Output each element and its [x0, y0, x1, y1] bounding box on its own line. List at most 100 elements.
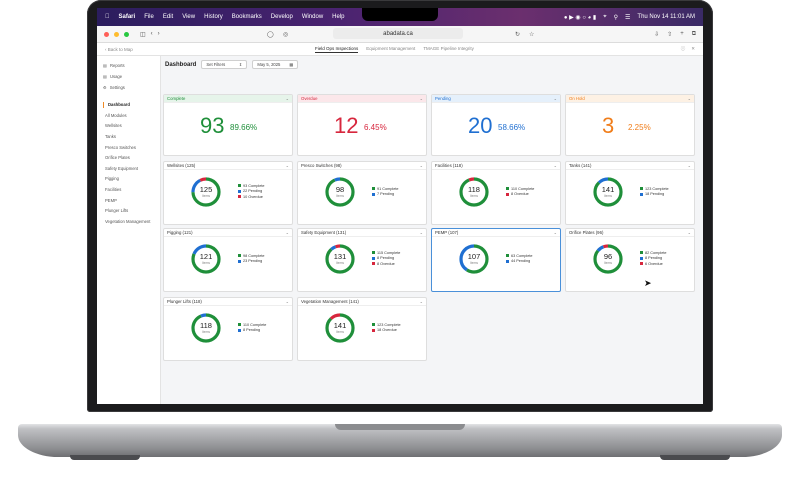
forward-arrow-icon[interactable]: ›: [157, 31, 160, 37]
menubar-bookmarks[interactable]: Bookmarks: [227, 14, 262, 20]
module-card-title: Tanks (141): [569, 163, 592, 168]
minimize-window-button[interactable]: [114, 31, 119, 37]
chevron-down-icon[interactable]: ⌄: [553, 230, 557, 235]
status-icon-group[interactable]: ● ▶ ◉ ○ ◕ ▮: [563, 14, 597, 21]
reload-icon[interactable]: ↻: [515, 31, 521, 38]
legend-item: 8 Overdue: [506, 192, 534, 198]
module-card[interactable]: Presco Switches (98) ⌄ 98 Items 91 Complete 7…: [297, 161, 427, 225]
share-icon[interactable]: ⇧: [667, 31, 673, 38]
legend-item: 44 Pending: [506, 259, 533, 265]
menubar-clock[interactable]: Thu Nov 14 11:01 AM: [637, 14, 695, 20]
module-card-title: Facilities (118): [435, 163, 463, 168]
chevron-down-icon[interactable]: ⌄: [419, 230, 423, 235]
control-center-icon[interactable]: ☰: [625, 14, 631, 21]
privacy-shield-icon[interactable]: ◯: [267, 31, 274, 38]
search-icon[interactable]: ⚲: [613, 14, 619, 21]
apple-icon[interactable]: : [105, 14, 110, 20]
sidebar-item-facilities[interactable]: Facilities: [105, 186, 122, 192]
module-card[interactable]: Facilities (118) ⌄ 118 Items 110 Complete 8 O…: [431, 161, 561, 225]
tab-equipment-management[interactable]: Equipment Management: [366, 45, 416, 51]
module-card[interactable]: Tanks (141) ⌄ 141 Items 123 Complete 18 Pendi…: [565, 161, 695, 225]
new-tab-icon[interactable]: +: [680, 30, 684, 37]
tab-pipeline-integrity[interactable]: TMAGE Pipeline Integrity: [423, 45, 474, 51]
stat-card-on-hold[interactable]: On Hold ⌄ 3 2.25%: [565, 94, 695, 156]
sidebar-item-dashboard[interactable]: Dashboard: [97, 99, 160, 110]
module-card-title: Presco Switches (98): [301, 163, 342, 168]
back-to-map-link[interactable]: ‹ Back to Map: [105, 46, 133, 52]
download-icon[interactable]: ⇩: [654, 31, 660, 38]
tab-overview-icon[interactable]: ⧉: [691, 30, 696, 37]
stat-card-pending[interactable]: Pending ⌄ 20 58.66%: [431, 94, 561, 156]
set-filters-button[interactable]: Set Filters ⇕: [201, 60, 248, 69]
donut-chart-svg: [325, 177, 355, 207]
help-icon[interactable]: ⓘ: [680, 46, 686, 51]
sidebar-item-usage[interactable]: ▤ Usage: [97, 71, 160, 82]
sidebar-item-orifice-plates[interactable]: Orifice Plates: [105, 155, 130, 161]
sidebar-item-settings[interactable]: ⚙ Settings: [97, 82, 160, 93]
extensions-icon[interactable]: ◎: [283, 31, 289, 38]
wifi-icon[interactable]: ⌖: [603, 13, 607, 20]
chevron-down-icon[interactable]: ⌄: [285, 230, 289, 235]
menubar-app-name[interactable]: Safari: [114, 14, 136, 20]
chevron-down-icon[interactable]: ⌄: [285, 299, 289, 304]
sidebar-item-pemp[interactable]: PEMP: [105, 197, 117, 203]
legend-swatch: [372, 262, 375, 266]
menubar-view[interactable]: View: [177, 14, 195, 20]
chevron-down-icon[interactable]: ⌄: [687, 163, 691, 168]
module-card[interactable]: Orifice Plates (96) ⌄ 96 Items 82 Complete 8 …: [565, 228, 695, 292]
close-window-button[interactable]: [104, 31, 109, 37]
sidebar-item-all-modules[interactable]: All Modules: [105, 112, 127, 118]
sidebar-item-pigging[interactable]: Pigging: [105, 176, 119, 182]
sidebar-toggle-icon[interactable]: ◫: [140, 31, 146, 38]
module-card[interactable]: Plunger Lifts (118) ⌄ 118 Items 110 Complete…: [163, 297, 293, 361]
chevron-down-icon[interactable]: ⌄: [419, 96, 423, 101]
donut-items-label: Items: [201, 330, 211, 334]
menubar-file[interactable]: File: [139, 14, 154, 20]
legend-swatch: [506, 254, 509, 258]
legend-swatch: [238, 328, 241, 332]
module-card[interactable]: Wellsites (125) ⌄ 125 Items 93 Complete 22 Pe…: [163, 161, 293, 225]
close-icon[interactable]: ✕: [691, 46, 695, 51]
address-bar[interactable]: abadata.ca: [333, 28, 463, 39]
stat-card-complete[interactable]: Complete ⌄ 93 89.66%: [163, 94, 293, 156]
sidebar-item-safety-equipment[interactable]: Safety Equipment: [105, 165, 139, 171]
chevron-down-icon[interactable]: ⌄: [687, 230, 691, 235]
legend-swatch: [238, 259, 241, 263]
date-picker[interactable]: May 5, 2025 ▦: [252, 60, 299, 69]
chevron-down-icon[interactable]: ⌄: [419, 163, 423, 168]
mouse-cursor-icon: ➤: [644, 278, 652, 288]
legend-label: 23 Pending: [243, 259, 263, 264]
chevron-down-icon[interactable]: ⌄: [285, 163, 289, 168]
menubar-edit[interactable]: Edit: [158, 14, 173, 20]
chevron-down-icon[interactable]: ⌄: [419, 299, 423, 304]
zoom-window-button[interactable]: [124, 31, 129, 37]
tab-field-ops-inspections[interactable]: Field Ops Inspections: [315, 45, 359, 53]
module-card[interactable]: Pigging (121) ⌄ 121 Items 98 Complete 23 Pend…: [163, 228, 293, 292]
module-card[interactable]: Safety Equipment (131) ⌄ 131 Items 115 Compl…: [297, 228, 427, 292]
menubar-history[interactable]: History: [199, 14, 223, 20]
sidebar-item-vegetation-management[interactable]: Vegetation Management: [105, 218, 151, 224]
module-card[interactable]: Vegetation Management (141) ⌄ 141 Items 123 …: [297, 297, 427, 361]
chevron-down-icon[interactable]: ⌄: [687, 96, 691, 101]
chevron-down-icon[interactable]: ⌄: [553, 163, 557, 168]
stat-percentage: 89.66%: [230, 123, 258, 132]
menubar-help[interactable]: Help: [327, 14, 344, 20]
sidebar-item-plunger-lifts[interactable]: Plunger Lifts: [105, 208, 129, 214]
back-arrow-icon[interactable]: ‹: [150, 31, 153, 37]
module-card[interactable]: PEMP (107) ⌄ 107 Items 63 Complete 44 Pending: [431, 228, 561, 292]
bookmark-star-icon[interactable]: ☆: [529, 31, 535, 38]
chevron-down-icon[interactable]: ⌄: [285, 96, 289, 101]
menubar-develop[interactable]: Develop: [266, 14, 293, 20]
chevron-down-icon[interactable]: ⌄: [553, 96, 557, 101]
stat-card-overdue[interactable]: Overdue ⌄ 12 6.45%: [297, 94, 427, 156]
module-card-header: Safety Equipment (131) ⌄: [298, 229, 426, 237]
sidebar-item-wellsites[interactable]: Wellsites: [105, 123, 122, 129]
legend-label: 93 Complete: [243, 183, 265, 188]
menubar-window[interactable]: Window: [297, 14, 323, 20]
url-text: abadata.ca: [383, 30, 413, 37]
sidebar-item-presco-switches[interactable]: Presco Switches: [105, 144, 136, 150]
stat-card-header: Overdue ⌄: [298, 95, 426, 103]
donut-chart: 131 Items: [323, 242, 357, 276]
sidebar-item-tanks[interactable]: Tanks: [105, 133, 116, 139]
sidebar-item-reports[interactable]: ▤ Reports: [97, 60, 160, 71]
